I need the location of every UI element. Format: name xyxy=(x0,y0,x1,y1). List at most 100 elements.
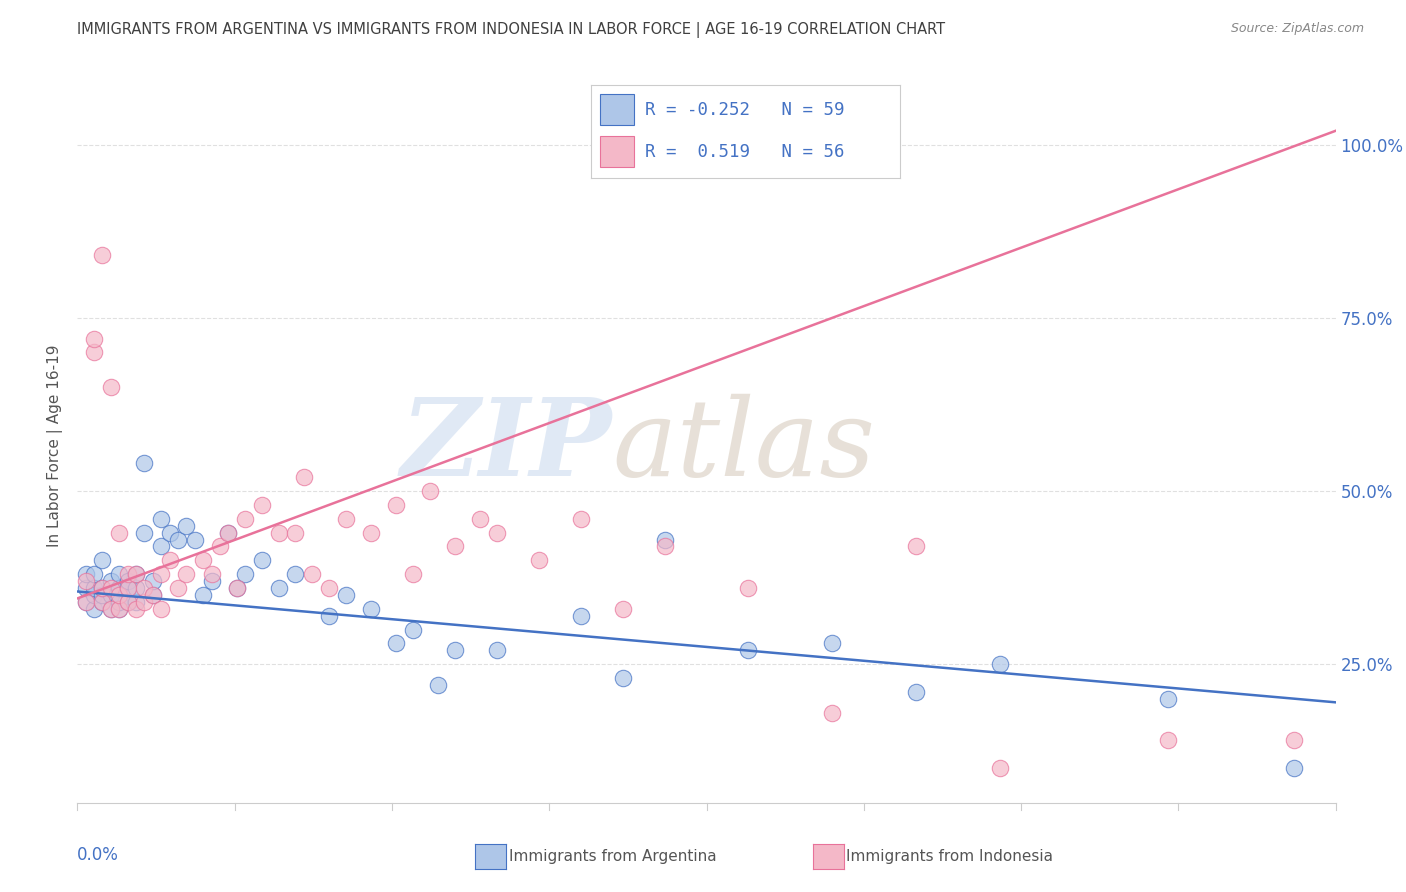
Point xyxy=(142,574,165,588)
Point xyxy=(117,595,139,609)
Point xyxy=(444,540,467,554)
Point xyxy=(117,567,139,582)
Point xyxy=(444,643,467,657)
Point xyxy=(267,581,290,595)
Point xyxy=(83,588,105,602)
Point xyxy=(176,518,198,533)
Point xyxy=(134,456,156,470)
Point xyxy=(100,581,122,595)
Text: ZIP: ZIP xyxy=(401,393,612,499)
Point xyxy=(142,588,165,602)
Text: atlas: atlas xyxy=(612,393,875,499)
Point xyxy=(225,581,247,595)
Point xyxy=(75,574,97,588)
Point xyxy=(335,588,357,602)
Point xyxy=(485,643,508,657)
Point xyxy=(250,553,273,567)
Point xyxy=(737,643,759,657)
Point xyxy=(91,595,114,609)
Point xyxy=(402,623,425,637)
Point xyxy=(200,567,222,582)
Point xyxy=(191,553,215,567)
Point xyxy=(360,602,382,616)
Point xyxy=(988,657,1011,672)
Point xyxy=(91,595,114,609)
Point xyxy=(108,525,131,540)
Point xyxy=(167,581,190,595)
Point xyxy=(91,553,114,567)
Point xyxy=(267,525,290,540)
Point xyxy=(117,581,139,595)
Point xyxy=(208,540,231,554)
Point xyxy=(134,581,156,595)
Y-axis label: In Labor Force | Age 16-19: In Labor Force | Age 16-19 xyxy=(48,344,63,548)
Point xyxy=(905,540,928,554)
Point xyxy=(385,636,408,650)
Point xyxy=(527,553,550,567)
Point xyxy=(91,588,114,602)
Point xyxy=(402,567,425,582)
Text: 0.0%: 0.0% xyxy=(77,846,120,863)
Point xyxy=(225,581,247,595)
Point xyxy=(125,602,148,616)
Point xyxy=(150,540,173,554)
Point xyxy=(176,567,198,582)
Point xyxy=(905,685,928,699)
Point xyxy=(419,483,441,498)
Point xyxy=(468,512,491,526)
Point xyxy=(612,602,634,616)
Point xyxy=(125,567,148,582)
Point xyxy=(75,567,97,582)
Point xyxy=(142,588,165,602)
Point xyxy=(217,525,239,540)
Point xyxy=(200,574,222,588)
Point xyxy=(100,602,122,616)
Point xyxy=(83,332,105,346)
Point xyxy=(318,581,340,595)
Point xyxy=(335,512,357,526)
Bar xyxy=(600,95,634,125)
Point xyxy=(91,581,114,595)
Point xyxy=(191,588,215,602)
Point xyxy=(125,595,148,609)
Point xyxy=(117,595,139,609)
Point xyxy=(612,671,634,685)
Point xyxy=(150,512,173,526)
Point xyxy=(569,512,592,526)
Point xyxy=(91,581,114,595)
Point xyxy=(125,567,148,582)
Point xyxy=(117,581,139,595)
Text: R =  0.519   N = 56: R = 0.519 N = 56 xyxy=(644,144,844,161)
Point xyxy=(108,595,131,609)
Text: Immigrants from Indonesia: Immigrants from Indonesia xyxy=(846,849,1053,863)
Point xyxy=(108,567,131,582)
Point xyxy=(100,602,122,616)
Text: Immigrants from Argentina: Immigrants from Argentina xyxy=(509,849,717,863)
Point xyxy=(75,581,97,595)
Point xyxy=(485,525,508,540)
Text: Source: ZipAtlas.com: Source: ZipAtlas.com xyxy=(1230,22,1364,36)
Point xyxy=(167,533,190,547)
Point xyxy=(737,581,759,595)
Point xyxy=(284,567,307,582)
Point xyxy=(292,470,315,484)
Point xyxy=(117,574,139,588)
Point xyxy=(75,595,97,609)
Point xyxy=(284,525,307,540)
Point xyxy=(988,761,1011,775)
Text: IMMIGRANTS FROM ARGENTINA VS IMMIGRANTS FROM INDONESIA IN LABOR FORCE | AGE 16-1: IMMIGRANTS FROM ARGENTINA VS IMMIGRANTS … xyxy=(77,22,945,38)
Point xyxy=(134,525,156,540)
Point xyxy=(250,498,273,512)
Point xyxy=(821,636,844,650)
Point xyxy=(233,567,256,582)
Point xyxy=(1282,733,1305,747)
Point xyxy=(91,248,114,262)
Point xyxy=(217,525,239,540)
Point xyxy=(100,588,122,602)
Point xyxy=(1282,761,1305,775)
Text: R = -0.252   N = 59: R = -0.252 N = 59 xyxy=(644,101,844,119)
Point xyxy=(159,525,181,540)
Point xyxy=(360,525,382,540)
Point xyxy=(108,602,131,616)
Point xyxy=(108,602,131,616)
